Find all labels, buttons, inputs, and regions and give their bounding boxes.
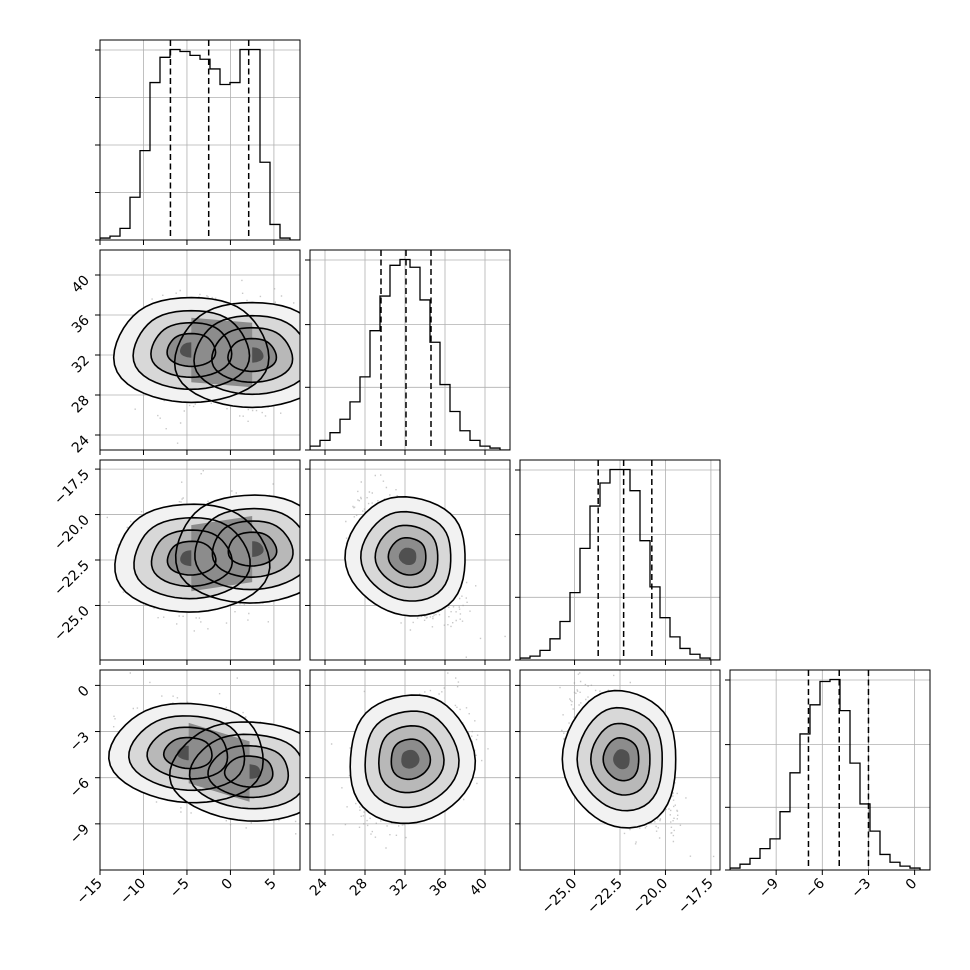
- contour-line: [107, 702, 300, 822]
- panel-content: [310, 460, 510, 660]
- x-tick-label: 24: [307, 875, 331, 899]
- contour-line: [133, 507, 300, 600]
- y-tick-label: −25.0: [51, 603, 93, 645]
- y-tick-label: −17.5: [51, 467, 93, 509]
- contour-line: [374, 524, 439, 589]
- density-bridge: [191, 317, 253, 388]
- contour-line: [377, 724, 445, 794]
- y-tick-label: 24: [69, 432, 93, 456]
- x-tick-label: −22.5: [584, 876, 626, 918]
- contour-line: [150, 321, 294, 384]
- density-fill: [401, 749, 420, 769]
- density-panel-p0-p2: −25.0−22.5−20.0−17.5: [51, 459, 301, 665]
- x-tick-label: 36: [427, 875, 451, 899]
- y-tick-label: −20.0: [51, 512, 93, 554]
- histogram-panel-p1: [305, 249, 511, 455]
- y-tick-label: 36: [69, 312, 93, 336]
- x-tick-label: −25.0: [539, 876, 581, 918]
- contour-line: [166, 332, 278, 373]
- x-tick-label: 5: [262, 876, 280, 894]
- contour-line: [127, 715, 300, 810]
- histogram-panel-p0: [95, 39, 301, 245]
- contour-line: [162, 736, 274, 788]
- x-tick-label: 40: [467, 876, 491, 900]
- histogram-step-p1: [310, 258, 510, 450]
- y-tick-label: −22.5: [51, 558, 93, 600]
- density-panel-p2-p3: −25.0 −22.5 −20.0 −17.5: [515, 669, 721, 918]
- contour-line: [344, 495, 466, 617]
- contour-line: [166, 531, 278, 576]
- x-tick-label: −6: [802, 875, 828, 901]
- contour-line: [359, 510, 452, 602]
- x-tick-label: 0: [903, 876, 921, 894]
- y-tick-label: 28: [69, 393, 93, 417]
- contour-line: [132, 309, 300, 396]
- panel-frame: [99, 39, 301, 241]
- contour-line: [602, 736, 640, 782]
- density-bridge: [188, 722, 250, 802]
- panel-frame: [99, 249, 301, 451]
- contour-line: [146, 726, 290, 799]
- density-fill: [613, 749, 630, 770]
- y-tick-label: 0: [75, 683, 93, 701]
- histogram-step-p2: [520, 468, 720, 660]
- x-tick-label: 28: [347, 876, 371, 900]
- density-panel-p1-p2: [305, 459, 511, 665]
- panel-frame: [99, 669, 301, 871]
- panel-frame: [309, 249, 511, 451]
- contour-line: [349, 694, 477, 825]
- y-tick-label: −9: [67, 821, 93, 847]
- panel-content: [100, 460, 300, 660]
- histogram-step-p0: [100, 48, 300, 240]
- x-tick-label: −15: [74, 876, 106, 908]
- x-tick-label: −5: [167, 876, 193, 902]
- y-tick-label: 40: [69, 273, 93, 297]
- density-panel-p0-p3: −15 −10 −5 0 5 −9 −6 −3 0: [67, 669, 301, 908]
- histogram-panel-p2: [515, 459, 721, 665]
- x-tick-label: 0: [219, 876, 237, 894]
- panel-content: [310, 670, 510, 870]
- y-tick-label: −3: [67, 729, 93, 755]
- contour-line: [114, 494, 300, 613]
- contour-line: [364, 710, 460, 809]
- y-tick-label: 32: [69, 353, 93, 377]
- y-tick-label: −6: [67, 775, 93, 801]
- contour-line: [387, 537, 427, 576]
- x-tick-label: −9: [756, 876, 782, 902]
- x-tick-label: −17.5: [675, 876, 717, 918]
- density-panel-p1-p3: 24 28 32 36 40: [305, 669, 511, 900]
- panel-content: [100, 250, 300, 450]
- panel-content: [100, 670, 300, 870]
- density-fill: [398, 547, 417, 565]
- density-panel-p0-p1: 24 28 32 36 40: [69, 249, 301, 456]
- contour-line: [589, 722, 651, 796]
- contour-line: [112, 296, 300, 409]
- x-tick-label: −3: [848, 876, 874, 902]
- contour-line: [576, 706, 664, 812]
- panel-content: [520, 670, 720, 870]
- x-tick-label: −10: [117, 876, 149, 908]
- contour-line: [561, 689, 677, 829]
- x-tick-label: −20.0: [630, 876, 672, 918]
- panel-frame: [309, 669, 511, 871]
- histogram-panel-p3: −9 −6 −3 0: [725, 669, 931, 902]
- contour-line: [390, 738, 432, 781]
- x-tick-label: 32: [387, 876, 411, 900]
- histogram-step-p3: [730, 678, 930, 870]
- panel-frame: [729, 669, 931, 871]
